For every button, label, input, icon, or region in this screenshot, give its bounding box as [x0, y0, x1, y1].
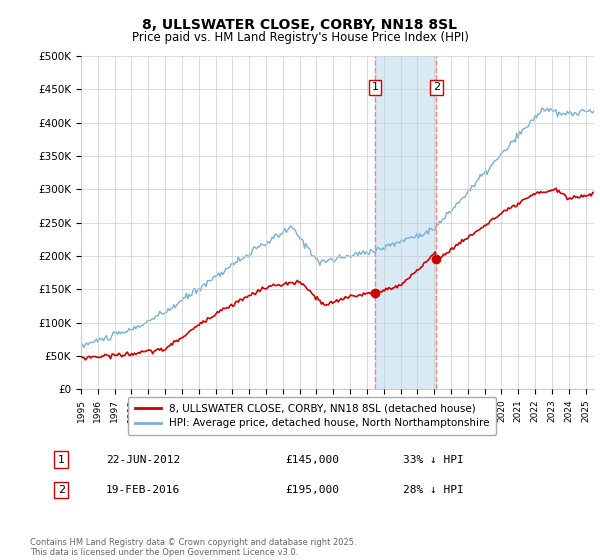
Text: 28% ↓ HPI: 28% ↓ HPI	[403, 485, 464, 495]
Text: 2: 2	[58, 485, 65, 495]
Text: Price paid vs. HM Land Registry's House Price Index (HPI): Price paid vs. HM Land Registry's House …	[131, 31, 469, 44]
Text: 1: 1	[371, 82, 379, 92]
Text: 8, ULLSWATER CLOSE, CORBY, NN18 8SL: 8, ULLSWATER CLOSE, CORBY, NN18 8SL	[143, 18, 458, 32]
Text: 19-FEB-2016: 19-FEB-2016	[106, 485, 180, 495]
Text: £195,000: £195,000	[285, 485, 339, 495]
Text: 2: 2	[433, 82, 440, 92]
Legend: 8, ULLSWATER CLOSE, CORBY, NN18 8SL (detached house), HPI: Average price, detach: 8, ULLSWATER CLOSE, CORBY, NN18 8SL (det…	[128, 397, 496, 435]
Text: 22-JUN-2012: 22-JUN-2012	[106, 455, 180, 465]
Text: Contains HM Land Registry data © Crown copyright and database right 2025.
This d: Contains HM Land Registry data © Crown c…	[30, 538, 356, 557]
Text: 33% ↓ HPI: 33% ↓ HPI	[403, 455, 464, 465]
Bar	[375, 56, 436, 389]
Text: 1: 1	[58, 455, 65, 465]
Text: £145,000: £145,000	[285, 455, 339, 465]
